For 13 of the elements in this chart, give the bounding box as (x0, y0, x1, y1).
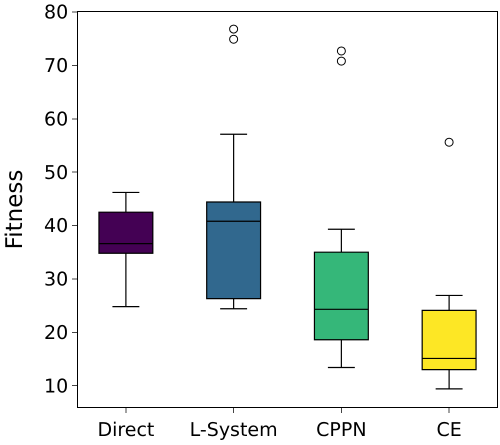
x-tick-label: L-System (190, 418, 278, 441)
y-tick-label: 30 (44, 268, 68, 291)
x-tick-label: Direct (97, 418, 154, 441)
y-tick-label: 20 (44, 322, 68, 344)
y-tick-label: 40 (44, 215, 68, 238)
y-axis-title: Fitness (2, 170, 28, 250)
x-tick-label: CE (436, 418, 462, 441)
y-tick-label: 10 (44, 375, 68, 398)
y-tick-label: 50 (44, 162, 68, 184)
x-tick-label: CPPN (316, 418, 367, 441)
y-tick-label: 80 (44, 2, 68, 24)
y-tick-label: 60 (44, 108, 68, 130)
y-tick-label: 70 (44, 55, 68, 78)
